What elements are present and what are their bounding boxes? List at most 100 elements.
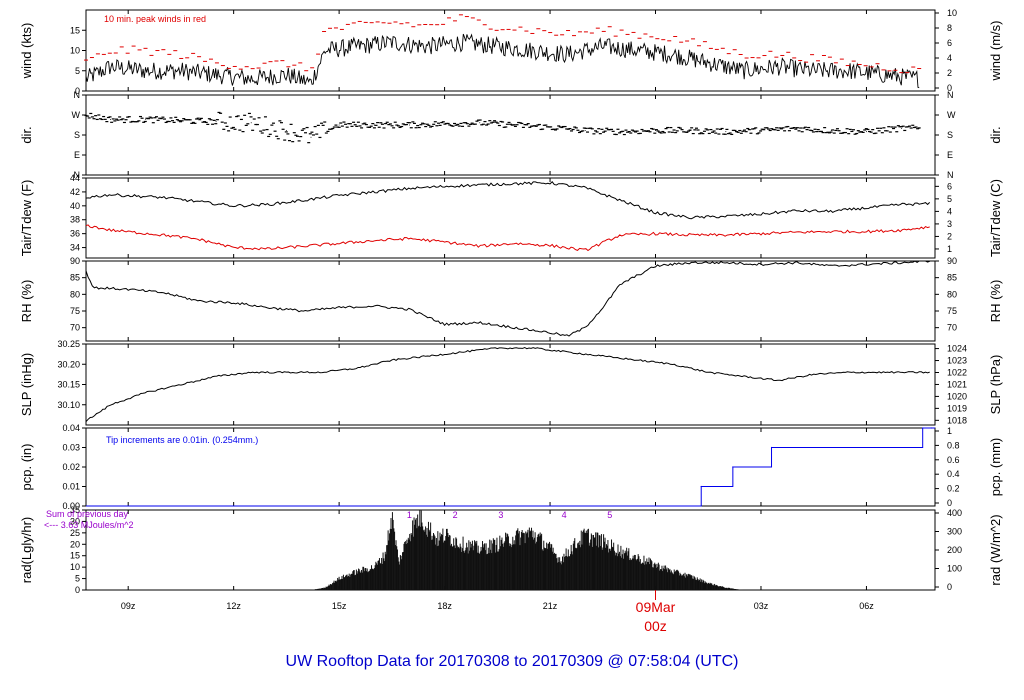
y-tick-label-right: 0 bbox=[947, 582, 952, 592]
direction-point bbox=[674, 131, 678, 134]
direction-point bbox=[182, 118, 186, 120]
temperature-series-line bbox=[85, 181, 931, 220]
direction-point bbox=[714, 132, 718, 134]
direction-point bbox=[243, 114, 247, 116]
direction-point bbox=[105, 120, 109, 123]
direction-point bbox=[523, 124, 527, 126]
direction-point bbox=[408, 122, 412, 124]
direction-point bbox=[597, 128, 601, 130]
direction-point bbox=[666, 126, 670, 129]
direction-point bbox=[392, 127, 396, 129]
y-tick-label-right: 85 bbox=[947, 273, 957, 283]
direction-point bbox=[369, 125, 373, 127]
direction-point bbox=[326, 130, 330, 132]
y-axis-label-right: SLP (hPa) bbox=[988, 355, 1003, 415]
y-tick-label-right: 300 bbox=[947, 527, 962, 537]
direction-point bbox=[470, 122, 474, 124]
y-tick-label: 42 bbox=[70, 187, 80, 197]
direction-point bbox=[887, 126, 891, 128]
direction-point bbox=[699, 132, 703, 134]
y-tick-label: 30.15 bbox=[57, 380, 80, 390]
direction-point bbox=[451, 125, 455, 127]
direction-point bbox=[858, 131, 862, 133]
y-tick-label: W bbox=[72, 110, 81, 120]
direction-point bbox=[513, 125, 517, 128]
direction-point bbox=[86, 115, 90, 117]
direction-point bbox=[395, 124, 399, 126]
direction-point bbox=[146, 118, 150, 120]
direction-point bbox=[393, 121, 397, 123]
direction-point bbox=[650, 127, 654, 130]
direction-point bbox=[491, 121, 495, 123]
direction-point bbox=[433, 121, 437, 123]
direction-point bbox=[143, 120, 147, 123]
y-tick-label-right: 3 bbox=[947, 219, 952, 229]
direction-point bbox=[132, 121, 136, 123]
direction-point bbox=[587, 127, 591, 129]
direction-point bbox=[130, 120, 134, 123]
direction-point bbox=[510, 124, 514, 126]
direction-point bbox=[584, 127, 588, 129]
direction-point bbox=[754, 127, 758, 129]
direction-point bbox=[278, 120, 282, 122]
direction-point bbox=[605, 127, 609, 129]
x-tick-label: 06z bbox=[859, 601, 874, 611]
direction-point bbox=[281, 128, 285, 130]
direction-point bbox=[799, 127, 803, 129]
direction-point bbox=[185, 119, 189, 121]
direction-point bbox=[457, 125, 461, 127]
direction-point bbox=[602, 131, 606, 133]
y-tick-label-right: 200 bbox=[947, 545, 962, 555]
y-tick-label: 30.25 bbox=[57, 339, 80, 349]
direction-point bbox=[364, 124, 368, 126]
direction-point bbox=[725, 128, 729, 130]
direction-point bbox=[124, 119, 128, 121]
direction-point bbox=[198, 119, 202, 121]
direction-point bbox=[837, 130, 841, 132]
direction-point bbox=[135, 121, 139, 123]
direction-point bbox=[289, 123, 293, 125]
direction-point bbox=[549, 126, 553, 128]
direction-point bbox=[518, 122, 522, 124]
direction-point bbox=[896, 125, 900, 127]
y-tick-label: 38 bbox=[70, 215, 80, 225]
direction-point bbox=[811, 131, 815, 133]
direction-anchor-point bbox=[619, 131, 621, 133]
y-tick-label: 75 bbox=[70, 306, 80, 316]
direction-point bbox=[241, 131, 245, 133]
direction-point bbox=[784, 126, 788, 128]
direction-point bbox=[531, 125, 535, 127]
direction-point bbox=[254, 123, 258, 126]
direction-point bbox=[502, 126, 506, 128]
direction-point bbox=[238, 129, 242, 131]
direction-anchor-point bbox=[549, 126, 551, 128]
direction-point bbox=[215, 119, 219, 121]
direction-point bbox=[678, 127, 682, 129]
direction-point bbox=[606, 129, 610, 131]
direction-point bbox=[376, 121, 380, 124]
direction-point bbox=[89, 112, 93, 115]
direction-point bbox=[497, 124, 501, 127]
direction-point bbox=[850, 130, 854, 133]
y-tick-label: E bbox=[74, 150, 80, 160]
direction-point bbox=[626, 131, 630, 133]
direction-anchor-point bbox=[444, 123, 446, 125]
y-tick-label: 20 bbox=[70, 539, 80, 549]
direction-point bbox=[789, 127, 793, 129]
direction-point bbox=[95, 118, 99, 121]
direction-point bbox=[271, 122, 275, 124]
direction-point bbox=[794, 128, 798, 130]
direction-point bbox=[90, 116, 94, 118]
direction-point bbox=[440, 121, 444, 124]
direction-point bbox=[800, 131, 804, 133]
direction-point bbox=[127, 116, 131, 118]
direction-point bbox=[855, 132, 859, 135]
direction-point bbox=[323, 121, 327, 123]
pressure-series-line bbox=[85, 346, 930, 423]
direction-point bbox=[810, 129, 814, 132]
direction-point bbox=[118, 116, 122, 118]
direction-point bbox=[550, 128, 554, 131]
direction-point bbox=[717, 133, 721, 135]
direction-point bbox=[217, 111, 221, 114]
panel-frame bbox=[85, 94, 936, 176]
